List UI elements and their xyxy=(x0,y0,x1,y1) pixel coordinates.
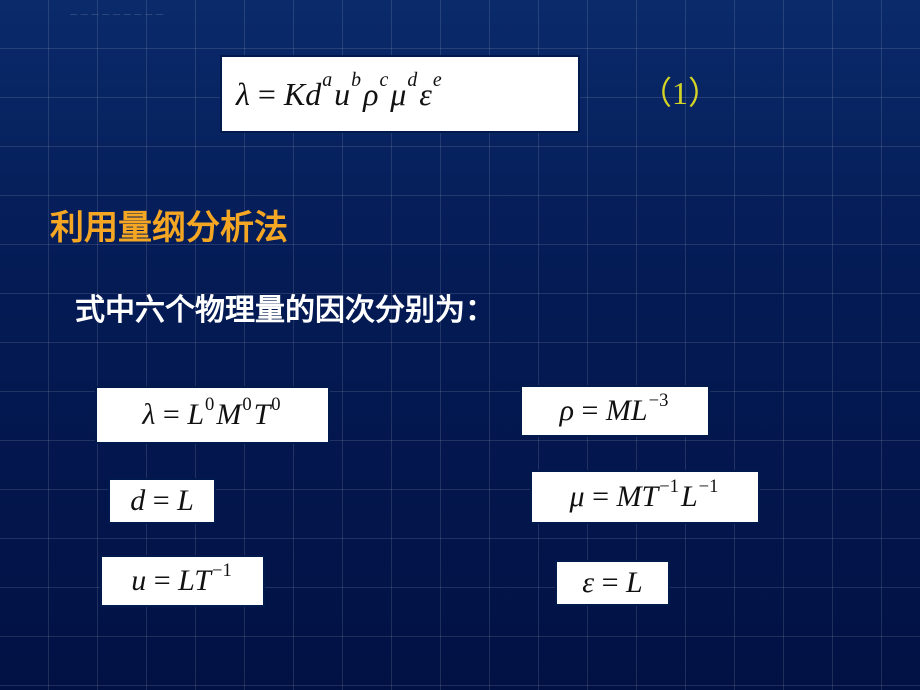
heading-dimensional-analysis: 利用量纲分析法 xyxy=(50,200,288,249)
top-hint-text: — — — — — — — — — xyxy=(70,10,164,18)
dimension-u: u = LT−1 xyxy=(100,555,265,607)
dimension-d: d = L xyxy=(108,478,216,524)
dimension-rho: ρ = ML−3 xyxy=(520,385,710,437)
equation-number: （1） xyxy=(640,68,720,114)
heading-six-quantities: 式中六个物理量的因次分别为： xyxy=(75,285,495,329)
dimension-lambda: λ = L0M0T0 xyxy=(95,386,330,444)
dimension-mu: μ = MT−1L−1 xyxy=(530,470,760,524)
equation-main: λ = Kdaubρcμdεe xyxy=(220,55,580,133)
slide-root: — — — — — — — — — λ = Kdaubρcμdεe （1） 利用… xyxy=(0,0,920,690)
dimension-eps: ε = L xyxy=(555,560,670,606)
